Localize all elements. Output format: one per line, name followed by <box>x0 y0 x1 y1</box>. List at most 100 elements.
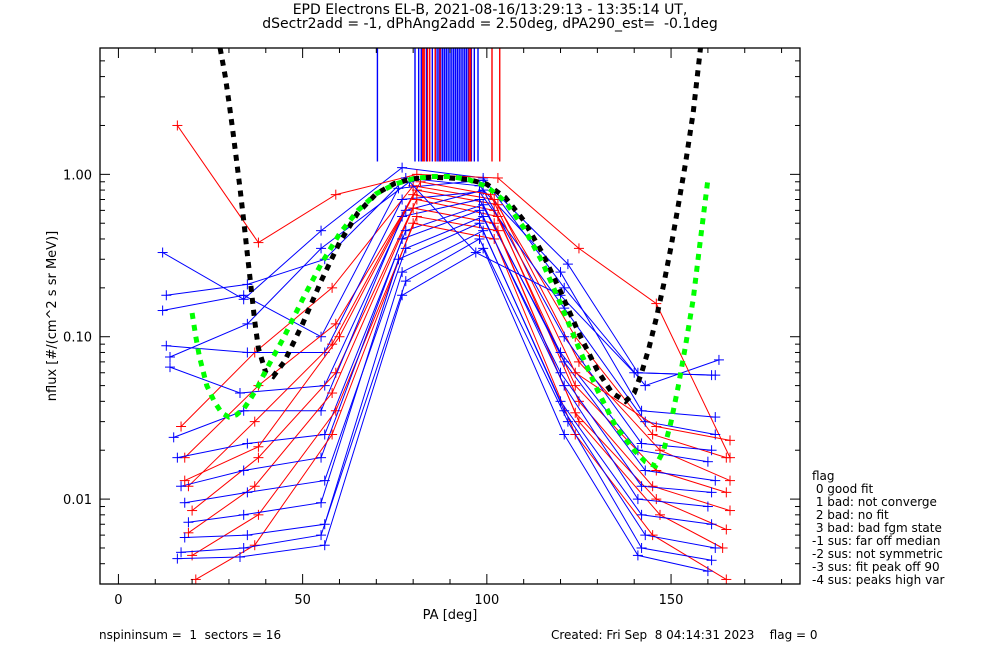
legend-entry: 3 bad: bad fgm state <box>812 521 942 535</box>
red-data-point <box>725 435 735 446</box>
blue-data-point <box>172 452 183 463</box>
red-data-point <box>176 421 187 432</box>
blue-data-point <box>238 290 249 301</box>
blue-data-point <box>706 445 717 456</box>
blue-data-point <box>710 475 721 486</box>
blue-data-point <box>397 194 408 205</box>
chart-subtitle: dSectr2add = -1, dPhAng2add = 2.50deg, d… <box>262 16 718 32</box>
blue-data-point <box>316 225 327 236</box>
blue-data-point <box>172 553 183 564</box>
blue-trace-line <box>177 247 709 572</box>
red-data-point <box>327 282 338 293</box>
legend-entry: 2 bad: no fit <box>812 508 889 522</box>
blue-data-point <box>559 356 570 367</box>
blue-data-point <box>559 380 570 391</box>
blue-data-point <box>316 530 327 541</box>
blue-data-point <box>242 438 253 449</box>
blue-data-point <box>242 347 253 358</box>
red-data-point <box>721 487 732 498</box>
blue-data-point <box>161 290 172 301</box>
blue-trace-line <box>166 191 716 435</box>
x-axis-label: PA [deg] <box>423 608 478 623</box>
red-data-point <box>330 405 341 416</box>
red-trace-line <box>191 215 723 556</box>
blue-trace-line <box>177 204 716 482</box>
blue-trace-line <box>169 181 716 376</box>
red-data-point <box>249 416 260 427</box>
x-tick-label: 50 <box>294 593 311 608</box>
blue-data-point <box>397 267 408 278</box>
red-data-point <box>655 509 665 520</box>
blue-data-point <box>242 279 253 290</box>
blue-data-point <box>400 225 411 236</box>
blue-data-point <box>176 547 187 558</box>
blue-data-point <box>242 487 253 498</box>
red-data-point <box>721 524 732 535</box>
red-trace-line <box>195 222 727 580</box>
blue-trace-line <box>169 189 712 451</box>
red-data-point <box>573 243 584 254</box>
blue-trace-line <box>181 238 712 561</box>
blue-data-point <box>319 540 330 551</box>
blue-data-point <box>636 481 647 492</box>
blue-data-point <box>713 354 724 365</box>
blue-data-point <box>702 456 713 467</box>
red-data-point <box>327 429 338 440</box>
blue-data-point <box>478 225 489 236</box>
blue-data-point <box>562 259 573 270</box>
red-data-point <box>327 388 338 399</box>
red-data-point <box>721 452 732 463</box>
blue-data-point <box>242 318 253 329</box>
red-trace-line <box>176 125 731 458</box>
blue-data-point <box>710 542 721 553</box>
blue-data-point <box>640 465 651 476</box>
y-tick-label: 0.01 <box>63 493 92 508</box>
legend-entry: -4 sus: peaks high var <box>812 573 945 587</box>
red-data-point <box>408 218 419 229</box>
blue-data-point <box>478 199 489 210</box>
red-data-point <box>179 475 190 486</box>
red-data-point <box>492 172 503 183</box>
blue-data-point <box>165 352 175 363</box>
blue-data-point <box>183 517 194 528</box>
fit-curves <box>189 48 711 470</box>
blue-trace-line <box>162 179 712 376</box>
vertical-markers <box>376 48 501 162</box>
blue-data-point <box>559 282 570 293</box>
blue-data-point <box>316 243 327 254</box>
red-data-point <box>725 505 735 516</box>
red-data-point <box>253 441 264 452</box>
blue-data-point <box>235 551 245 562</box>
blue-data-point <box>179 532 190 543</box>
blue-data-point <box>478 243 489 254</box>
red-data-point <box>492 199 503 210</box>
legend-entry: 1 bad: not converge <box>812 495 937 509</box>
data-traces <box>157 120 735 584</box>
red-data-point <box>334 331 345 342</box>
red-data-point <box>647 481 658 492</box>
blue-data-point <box>157 247 168 258</box>
blue-data-point <box>168 432 179 443</box>
blue-data-point <box>706 555 717 566</box>
blue-data-point <box>400 243 411 254</box>
chart-title: EPD Electrons EL-B, 2021-08-16/13:29:13 … <box>292 2 688 18</box>
red-data-point <box>408 203 419 214</box>
red-trace-line <box>188 194 727 493</box>
legend-entry: -3 sus: fit peak off 90 <box>812 560 940 574</box>
blue-trace-line <box>180 209 712 493</box>
axes: 0 50 100 150 0.01 0.10 1.00 <box>63 47 801 608</box>
red-trace-line <box>184 181 731 482</box>
blue-data-point <box>238 465 249 476</box>
red-data-point <box>411 211 422 222</box>
red-trace-line <box>188 207 727 534</box>
blue-data-point <box>179 497 190 508</box>
blue-data-point <box>562 416 573 427</box>
red-trace-line <box>184 189 731 482</box>
footer-right: Created: Fri Sep 8 04:14:31 2023 flag = … <box>551 628 818 642</box>
blue-data-point <box>470 247 481 258</box>
blue-trace-line <box>173 198 708 463</box>
blue-data-point <box>636 438 647 449</box>
red-data-point <box>651 494 662 505</box>
red-trace-line <box>180 185 727 459</box>
